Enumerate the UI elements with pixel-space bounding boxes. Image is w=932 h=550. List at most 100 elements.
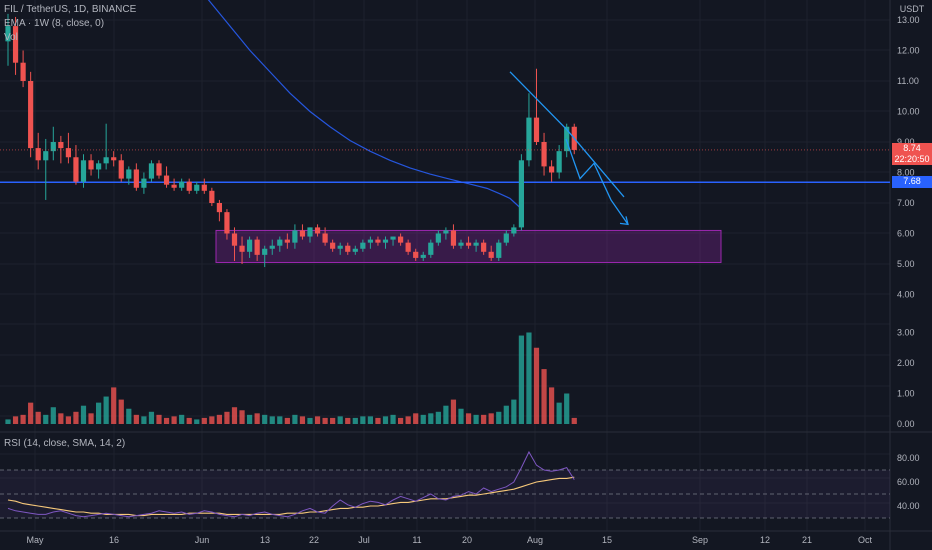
volume-bar [171,416,177,424]
candle-body [367,239,373,243]
price-tick-label: 5.00 [897,259,915,269]
trend-line[interactable] [509,71,625,198]
time-tick-label: May [26,535,44,545]
volume-bar [496,411,502,424]
candles [5,13,577,268]
volume-bar [231,407,238,424]
volume-bar [118,399,124,424]
volume-bar [443,405,449,424]
volume-bar [299,416,306,424]
candle-body [133,169,139,188]
volume-bar [111,387,117,424]
ema-line[interactable] [170,0,521,209]
volume-bar [314,416,321,424]
rsi-tick-label: 80.00 [897,453,920,463]
bar-countdown: 22:20:50 [894,154,930,164]
volume-tick-label: 1.00 [897,389,915,399]
candle-body [465,242,472,246]
price-tick-label: 9.00 [897,137,915,147]
volume-bar [277,416,283,424]
time-tick-label: 15 [602,535,612,545]
candle-body [43,151,49,161]
candle-body [526,117,532,161]
volume-bar [88,413,94,424]
time-tick-label: Sep [692,535,708,545]
volume-bar [458,408,464,424]
volume-bar [503,405,509,424]
volume-title: Vol [4,32,18,43]
candle-body [20,62,26,81]
candle-body [390,236,396,240]
candle-body [284,239,290,243]
candle-body [488,251,494,258]
volume-bar [473,414,479,424]
volume-bar [80,405,87,424]
candle-body [254,239,260,255]
volume-bar [73,411,79,424]
candle-body [247,239,253,252]
candle-body [496,242,502,258]
symbol-legend[interactable]: FIL / TetherUS, 1D, BINANCE [4,3,136,16]
candle-body [556,151,562,173]
ema-title: EMA · 1W (8, close, 0) [4,18,105,29]
rsi-tick-label: 60.00 [897,477,920,487]
price-axis[interactable]: 13.00 12.00 11.00 10.00 9.00 8.00 7.00 6.00 5.00… [897,15,920,511]
volume-bar [28,402,34,424]
rsi-line [7,450,575,518]
candle-body [450,230,457,246]
volume-bar [50,407,56,424]
volume-bar [224,411,230,424]
projection-path [565,138,629,225]
volume-bar [284,417,290,424]
volume-bar [360,416,366,424]
candle-body [345,245,351,252]
volume-bar [450,399,457,424]
ema-legend[interactable]: EMA · 1W (8, close, 0) [4,17,104,30]
chart-grid [0,0,890,531]
volume-bar [511,399,517,424]
down-trend-line [509,71,568,131]
volume-tick-label: 3.00 [897,328,915,338]
time-axis[interactable]: May 16 Jun 13 22 Jul 11 20 Aug 15 Sep 12 21 Oct [26,535,872,545]
candle-body [481,242,487,252]
time-tick-label: 16 [109,535,119,545]
volume-bar [58,413,64,424]
candle-body [5,26,11,42]
volume-bar [35,411,41,424]
candle-body [35,148,41,161]
volume-bar [148,411,155,424]
candle-body [533,117,540,142]
volume-bar [179,414,185,424]
price-tick-label: 10.00 [897,107,920,117]
line-price-tag: 7.68 [892,176,932,188]
candle-body [156,163,162,176]
rsi-legend[interactable]: RSI (14, close, SMA, 14, 2) [4,437,125,450]
volume-bar [556,402,562,424]
candle-body [330,242,336,249]
candle-body [262,248,268,255]
volume-bar [5,419,11,424]
candle-body [186,181,192,191]
volume-bar [533,347,540,424]
volume-bar [549,387,555,424]
volume-tick-label: 2.00 [897,358,915,368]
candle-body [73,157,79,182]
volume-bar [96,402,102,424]
candle-body [269,245,275,249]
candle-body [458,242,464,246]
volume-legend[interactable]: Vol [4,31,18,44]
candle-body [111,157,117,161]
projection-arrow[interactable] [565,138,629,226]
volume-bar [194,419,200,424]
volume-bar [269,416,275,424]
volume-bar [330,417,336,424]
volume-bar [103,396,109,424]
candle-body [201,184,207,191]
volume-bar [541,369,547,424]
candle-body [360,242,366,249]
candle-body [277,239,283,246]
volume-bar [322,417,328,424]
candle-body [511,227,517,234]
candle-body [50,142,56,152]
